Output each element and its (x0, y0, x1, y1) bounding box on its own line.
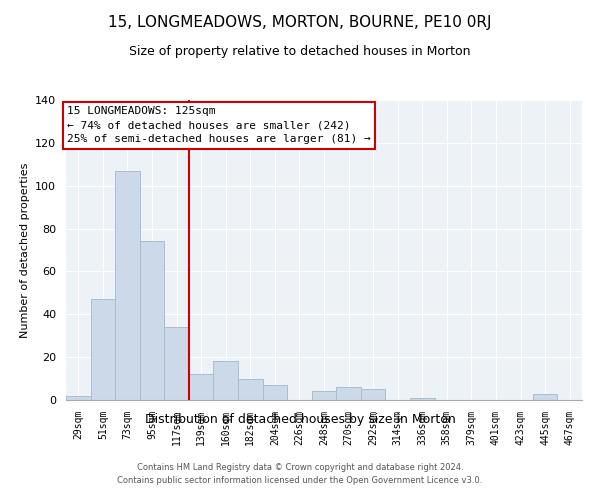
Bar (189, 374, 214, 400)
Bar (115, 170, 140, 400)
Text: Contains HM Land Registry data © Crown copyright and database right 2024.
Contai: Contains HM Land Registry data © Crown c… (118, 464, 482, 485)
Bar (66, 396, 91, 400)
Bar (214, 362, 238, 400)
Bar (361, 390, 385, 400)
Text: Size of property relative to detached houses in Morton: Size of property relative to detached ho… (129, 45, 471, 58)
Bar (91, 300, 115, 400)
Bar (533, 394, 557, 400)
Text: Distribution of detached houses by size in Morton: Distribution of detached houses by size … (145, 412, 455, 426)
Bar (312, 392, 336, 400)
Bar (140, 242, 164, 400)
Text: 15, LONGMEADOWS, MORTON, BOURNE, PE10 0RJ: 15, LONGMEADOWS, MORTON, BOURNE, PE10 0R… (108, 15, 492, 30)
Bar (238, 378, 263, 400)
Bar (164, 327, 189, 400)
Bar (336, 387, 361, 400)
Text: 15 LONGMEADOWS: 125sqm
← 74% of detached houses are smaller (242)
25% of semi-de: 15 LONGMEADOWS: 125sqm ← 74% of detached… (67, 106, 371, 144)
Bar (410, 398, 434, 400)
Y-axis label: Number of detached properties: Number of detached properties (20, 162, 29, 338)
Bar (263, 385, 287, 400)
